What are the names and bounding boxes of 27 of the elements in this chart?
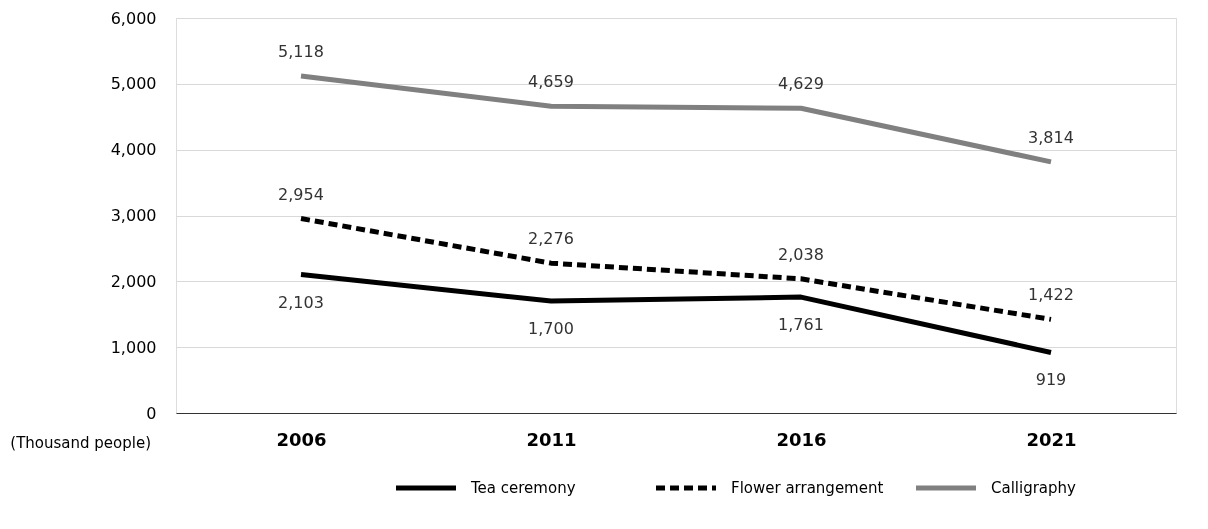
data-label: 2,038 [778, 244, 824, 264]
data-label: 3,814 [1028, 127, 1074, 147]
y-axis-title: (Thousand people) [10, 434, 151, 452]
data-label: 2,954 [278, 184, 324, 204]
data-label: 1,700 [528, 319, 574, 339]
x-tick-label: 2016 [776, 428, 827, 450]
legend-label: Flower arrangement [731, 479, 884, 497]
y-tick-label: 4,000 [110, 140, 157, 160]
data-label: 919 [1035, 370, 1067, 390]
data-label: 4,629 [778, 74, 824, 94]
legend-label: Calligraphy [991, 479, 1077, 497]
legend-label: Tea ceremony [470, 479, 576, 497]
y-tick-label: 6,000 [110, 8, 157, 28]
data-label: 2,276 [528, 229, 574, 249]
data-label: 5,118 [278, 42, 324, 62]
data-label: 4,659 [528, 72, 574, 92]
y-tick-label: 2,000 [110, 271, 157, 291]
x-tick-label: 2006 [276, 428, 327, 450]
data-label: 1,761 [778, 315, 824, 335]
x-tick-label: 2011 [526, 428, 577, 450]
y-tick-label: 3,000 [110, 206, 157, 225]
data-label: 1,422 [1028, 285, 1074, 305]
data-label: 2,103 [278, 292, 324, 312]
x-tick-label: 2021 [1026, 428, 1077, 450]
y-tick-label: 1,000 [110, 337, 157, 357]
y-tick-label: 5,000 [110, 74, 157, 94]
y-tick-label: 0 [146, 403, 157, 423]
